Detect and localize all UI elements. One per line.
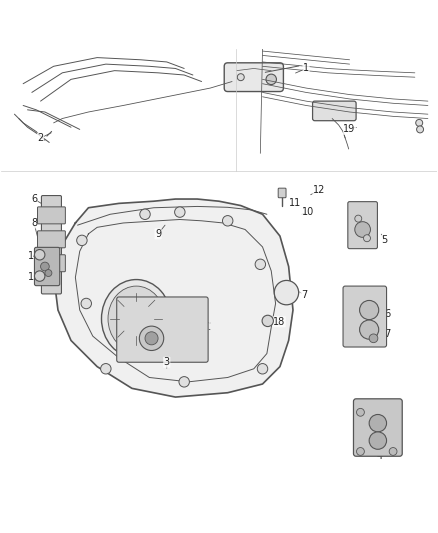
Circle shape xyxy=(369,415,387,432)
Circle shape xyxy=(266,74,276,85)
Circle shape xyxy=(369,334,378,343)
Text: 5: 5 xyxy=(381,236,388,245)
FancyBboxPatch shape xyxy=(343,286,387,347)
Circle shape xyxy=(101,364,111,374)
Circle shape xyxy=(369,432,387,449)
Circle shape xyxy=(389,448,397,455)
Text: 12: 12 xyxy=(313,185,325,195)
Circle shape xyxy=(355,222,371,237)
Text: 18: 18 xyxy=(273,317,285,327)
Text: 17: 17 xyxy=(380,329,393,339)
FancyBboxPatch shape xyxy=(353,399,402,456)
Text: 3: 3 xyxy=(164,357,170,367)
Circle shape xyxy=(139,326,164,351)
FancyBboxPatch shape xyxy=(224,63,283,92)
Circle shape xyxy=(255,259,265,270)
Circle shape xyxy=(81,298,92,309)
Ellipse shape xyxy=(108,286,165,351)
Circle shape xyxy=(179,377,189,387)
Circle shape xyxy=(175,207,185,217)
Circle shape xyxy=(357,448,364,455)
Circle shape xyxy=(77,235,87,246)
Circle shape xyxy=(41,262,49,271)
Text: 16: 16 xyxy=(381,309,393,319)
FancyBboxPatch shape xyxy=(278,188,286,198)
FancyBboxPatch shape xyxy=(313,101,356,120)
Circle shape xyxy=(416,119,423,126)
Circle shape xyxy=(45,270,52,277)
FancyBboxPatch shape xyxy=(117,297,208,362)
Text: 11: 11 xyxy=(289,198,301,208)
Circle shape xyxy=(360,320,379,339)
Circle shape xyxy=(35,271,45,281)
Text: 9: 9 xyxy=(155,229,161,239)
Circle shape xyxy=(274,280,299,305)
Text: 15: 15 xyxy=(28,272,40,282)
Circle shape xyxy=(364,235,371,241)
FancyBboxPatch shape xyxy=(348,201,378,249)
FancyBboxPatch shape xyxy=(42,196,61,294)
Circle shape xyxy=(360,301,379,320)
Text: 7: 7 xyxy=(301,290,307,300)
Text: 14: 14 xyxy=(28,251,40,261)
FancyBboxPatch shape xyxy=(38,255,65,272)
Text: 4: 4 xyxy=(377,451,383,461)
FancyBboxPatch shape xyxy=(35,247,60,286)
Ellipse shape xyxy=(102,279,171,358)
Text: 19: 19 xyxy=(343,124,356,134)
Text: 10: 10 xyxy=(302,207,314,217)
Polygon shape xyxy=(53,199,293,397)
Circle shape xyxy=(145,332,158,345)
Circle shape xyxy=(262,315,273,327)
Circle shape xyxy=(237,74,244,80)
Text: 1: 1 xyxy=(303,63,309,74)
Circle shape xyxy=(355,215,362,222)
Circle shape xyxy=(35,249,45,260)
Circle shape xyxy=(140,209,150,220)
Text: 8: 8 xyxy=(31,218,37,228)
Circle shape xyxy=(417,126,424,133)
Text: 6: 6 xyxy=(31,194,37,204)
Text: 2: 2 xyxy=(37,133,44,143)
Circle shape xyxy=(357,408,364,416)
FancyBboxPatch shape xyxy=(38,231,65,248)
FancyBboxPatch shape xyxy=(38,207,65,224)
Circle shape xyxy=(257,364,268,374)
Circle shape xyxy=(223,215,233,226)
